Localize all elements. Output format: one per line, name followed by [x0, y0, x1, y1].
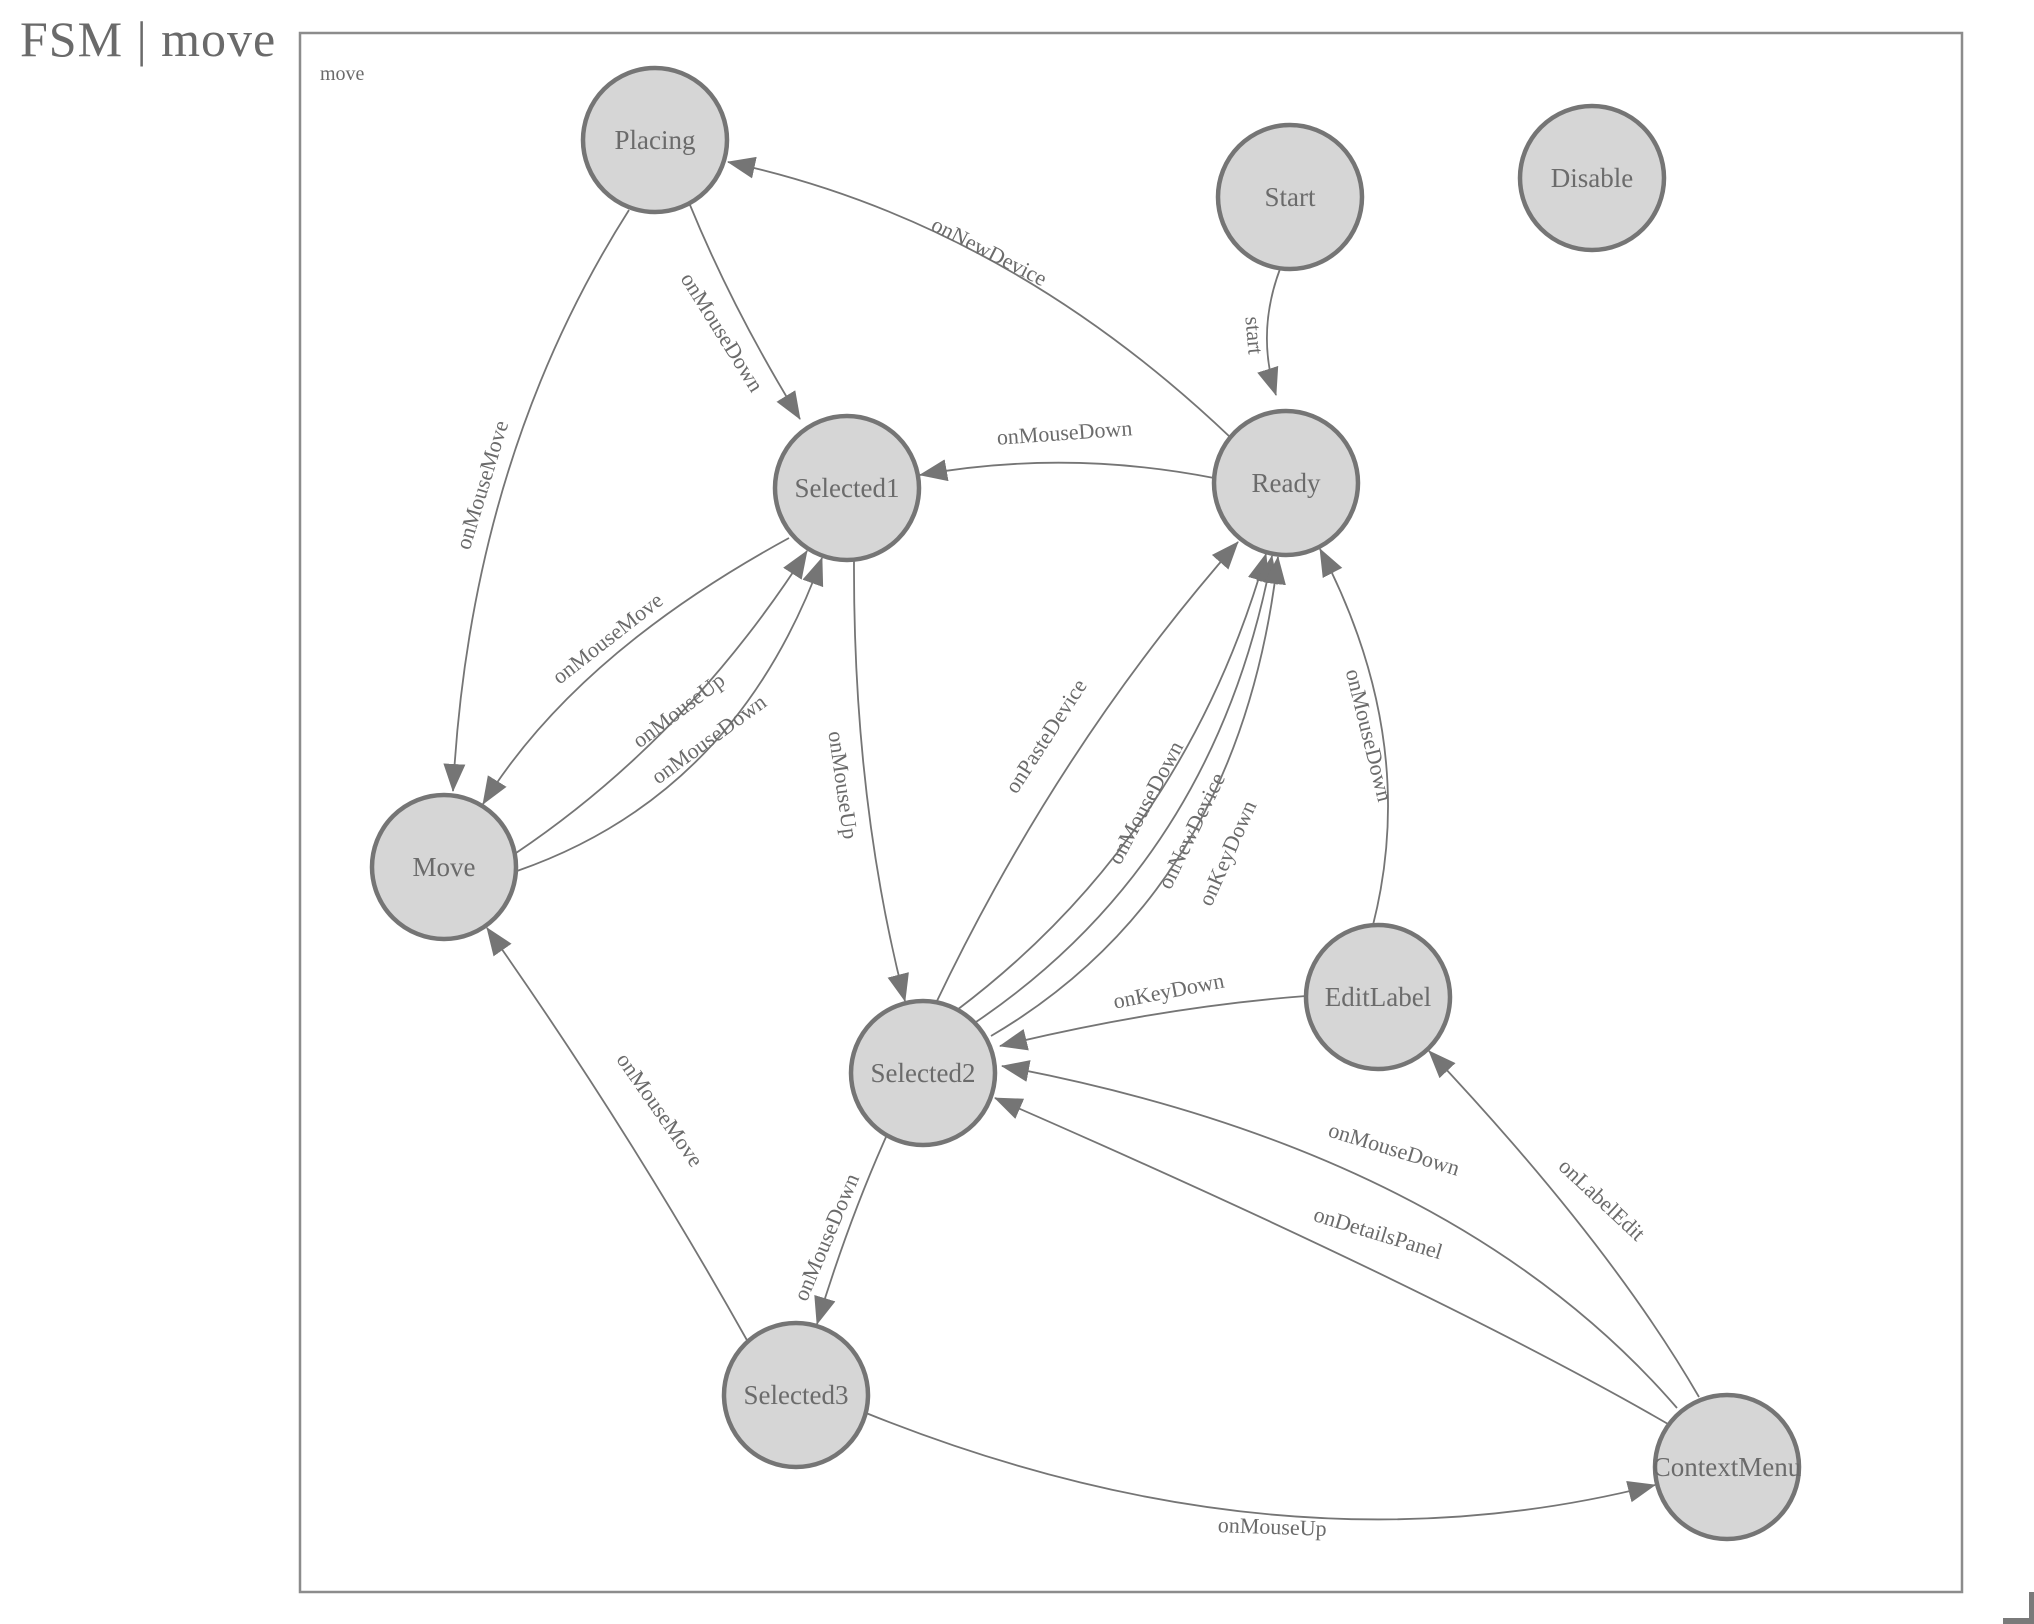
edge-label-selected3-to-move: onMouseMove: [612, 1048, 709, 1171]
nodes-layer: Placing Start Disable Ready Selected1 Move Sel…: [369, 65, 1802, 1542]
edge-placing-to-selected1: [689, 204, 801, 420]
edge-selected1-to-selected2: [853, 559, 909, 1002]
state-label-selected1: Selected1: [795, 473, 900, 503]
edge-selected3-to-contextmenu: [865, 1412, 1656, 1521]
frame-title: move: [320, 63, 365, 85]
edge-move-to-selected1: [516, 557, 824, 872]
state-circle-editlabel[interactable]: [1303, 922, 1453, 1072]
state-node-selected1[interactable]: Selected1: [772, 413, 922, 563]
edge-contextmenu-to-editlabel: [1428, 1050, 1700, 1398]
edge-selected2-to-selected3: [814, 1136, 887, 1325]
edges-layer: onMouseDown onMouseMove onNewDevice start on…: [443, 156, 1700, 1541]
state-label-ready: Ready: [1252, 468, 1321, 498]
vertical-scrollbar[interactable]: [2029, 1592, 2034, 1624]
state-node-selected2[interactable]: Selected2: [848, 998, 998, 1148]
state-circle-selected1[interactable]: [772, 413, 922, 563]
horizontal-scrollbar[interactable]: [2003, 1618, 2034, 1624]
state-node-ready[interactable]: Ready: [1211, 408, 1361, 558]
edge-selected2-to-ready: [990, 556, 1286, 1037]
state-node-disable[interactable]: Disable: [1517, 103, 1667, 253]
edge-label-selected2-to-ready: onPasteDevice: [1000, 674, 1092, 797]
edge-selected1-to-move: [482, 537, 790, 805]
state-label-editlabel: EditLabel: [1325, 982, 1431, 1012]
edge-selected2-to-ready: [935, 541, 1239, 1004]
edge-selected3-to-move: [486, 927, 749, 1343]
state-label-move: Move: [413, 852, 476, 882]
edge-label-contextmenu-to-selected2: onDetailsPanel: [1311, 1201, 1446, 1264]
state-circle-contextmenu[interactable]: [1652, 1392, 1802, 1542]
edge-editlabel-to-ready: [1319, 548, 1389, 926]
state-circle-move[interactable]: [369, 792, 519, 942]
edge-selected2-to-ready: [975, 555, 1278, 1023]
edge-label-ready-to-placing: onNewDevice: [928, 212, 1051, 291]
edge-label-selected2-to-selected3: onMouseDown: [788, 1170, 864, 1305]
edge-label-ready-to-selected1: onMouseDown: [996, 415, 1133, 449]
edge-ready-to-placing: [727, 156, 1231, 438]
state-node-editlabel[interactable]: EditLabel: [1303, 922, 1453, 1072]
state-label-contextmenu: ContextMenu: [1653, 1452, 1802, 1482]
state-circle-placing[interactable]: [580, 65, 730, 215]
state-label-selected3: Selected3: [744, 1380, 849, 1410]
edge-label-selected3-to-contextmenu: onMouseUp: [1217, 1512, 1327, 1541]
edge-selected2-to-ready: [956, 553, 1270, 1011]
state-label-disable: Disable: [1551, 163, 1633, 193]
edge-label-editlabel-to-ready: onMouseDown: [1341, 666, 1398, 804]
state-node-selected3[interactable]: Selected3: [721, 1320, 871, 1470]
edge-placing-to-move: [443, 209, 630, 792]
edge-label-contextmenu-to-editlabel: onLabelEdit: [1554, 1153, 1651, 1245]
state-circle-start[interactable]: [1215, 122, 1365, 272]
state-circle-selected3[interactable]: [721, 1320, 871, 1470]
edge-label-selected1-to-move: onMouseMove: [547, 587, 667, 689]
state-label-start: Start: [1265, 182, 1316, 212]
edge-contextmenu-to-selected2: [994, 1097, 1669, 1425]
edge-label-placing-to-selected1: onMouseDown: [676, 268, 769, 396]
state-label-selected2: Selected2: [871, 1058, 976, 1088]
state-label-placing: Placing: [615, 125, 696, 155]
page-title: FSM | move: [20, 11, 277, 67]
state-circle-selected2[interactable]: [848, 998, 998, 1148]
diagram-frame: [298, 31, 1964, 1594]
state-circle-disable[interactable]: [1517, 103, 1667, 253]
state-node-start[interactable]: Start: [1215, 122, 1365, 272]
edge-editlabel-to-selected2: [999, 995, 1307, 1051]
edge-ready-to-selected1: [919, 459, 1215, 482]
edge-contextmenu-to-selected2: [1001, 1060, 1678, 1409]
edge-move-to-selected1: [515, 550, 808, 854]
state-node-placing[interactable]: Placing: [580, 65, 730, 215]
edge-label-selected1-to-selected2: onMouseUp: [823, 729, 863, 840]
edge-label-start-to-ready: start: [1240, 315, 1268, 355]
state-node-contextmenu[interactable]: ContextMenu: [1652, 1392, 1802, 1542]
state-node-move[interactable]: Move: [369, 792, 519, 942]
edge-label-contextmenu-to-selected2: onMouseDown: [1326, 1117, 1463, 1181]
state-circle-ready[interactable]: [1211, 408, 1361, 558]
edge-start-to-ready: [1257, 268, 1281, 396]
